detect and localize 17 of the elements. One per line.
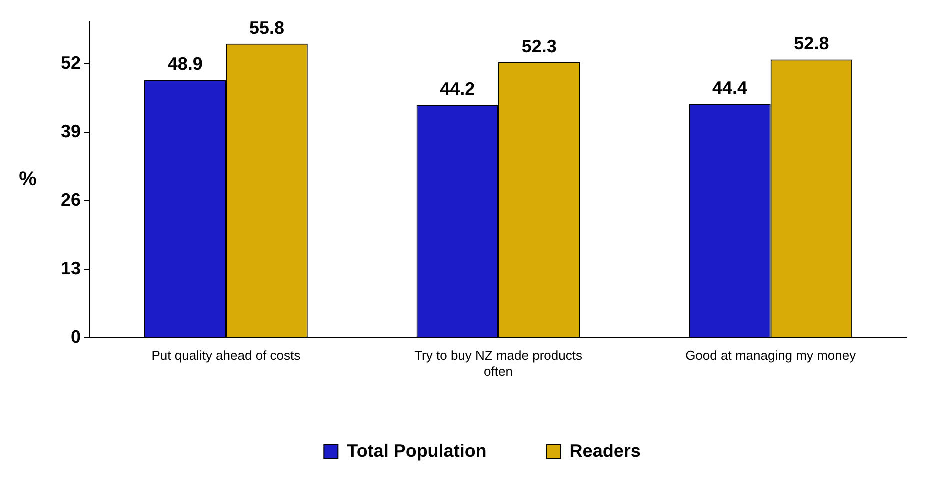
data-label: 55.8 (250, 18, 285, 38)
data-label: 48.9 (168, 54, 203, 74)
y-tick-label: 39 (60, 121, 82, 142)
data-label: 44.2 (440, 78, 476, 99)
y-tick-label: 26 (60, 190, 82, 210)
legend-label: Total Population (347, 440, 487, 461)
data-label: 52.3 (522, 36, 557, 56)
y-tick-label: 13 (60, 258, 82, 278)
y-tick-label: 52 (60, 52, 82, 73)
data-label: 44.4 (712, 78, 748, 98)
y-tick-label: 0 (71, 326, 82, 347)
x-tick-label: Put quality ahead of costs (152, 348, 302, 364)
x-tick-label: Good at managing my money (686, 348, 857, 364)
x-tick-label: Try to buy NZ made products often (414, 348, 583, 379)
legend-label: Readers (570, 440, 641, 461)
data-label: 52.8 (794, 34, 830, 54)
y-axis-title: % (19, 168, 38, 190)
